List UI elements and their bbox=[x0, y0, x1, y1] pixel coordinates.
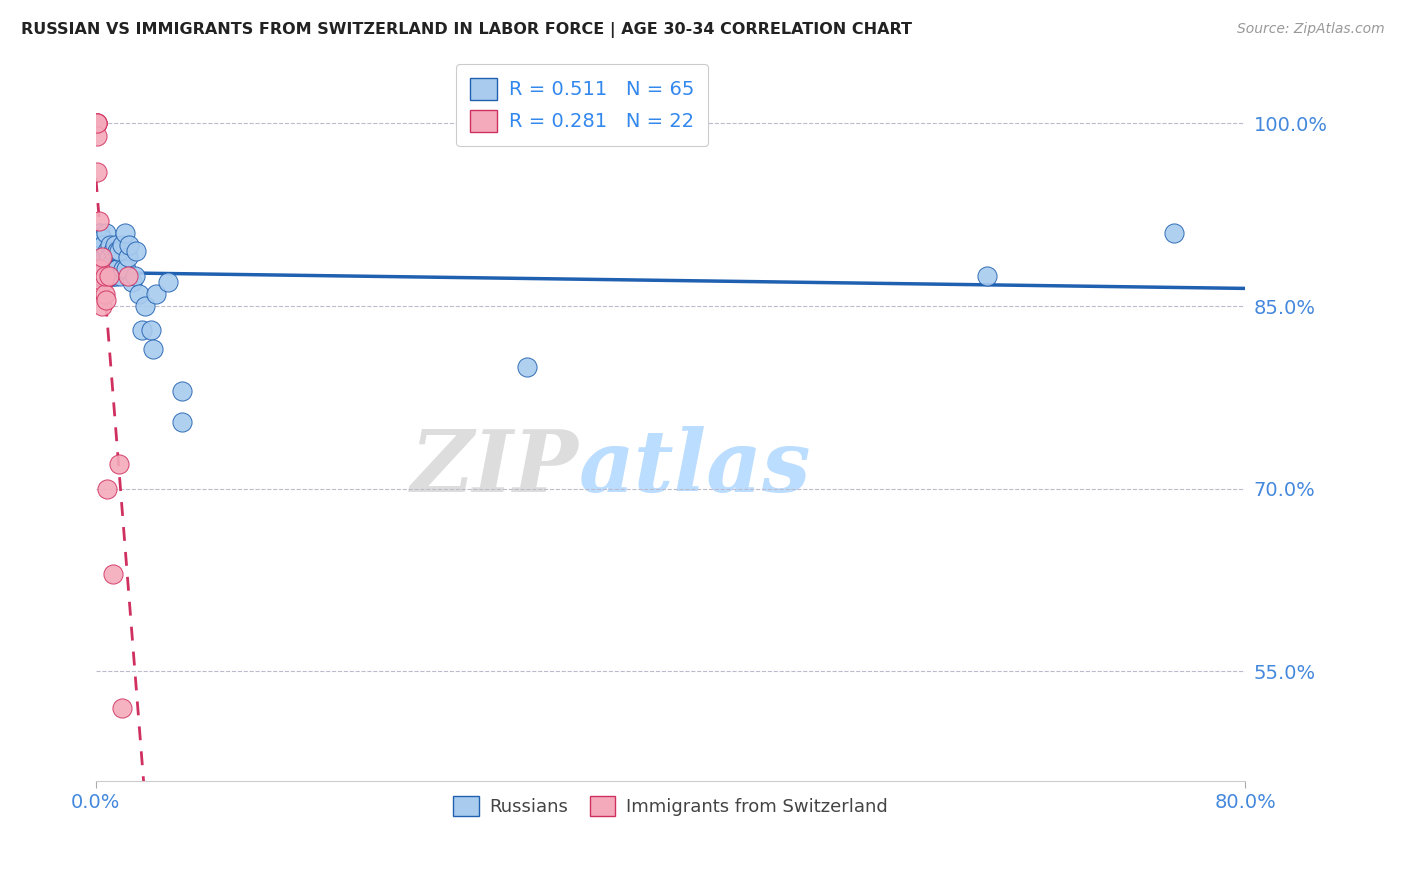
Point bbox=[1163, 226, 1185, 240]
Point bbox=[114, 226, 136, 240]
Point bbox=[94, 293, 117, 307]
Point bbox=[97, 268, 120, 283]
Point bbox=[90, 250, 112, 264]
Point bbox=[91, 262, 114, 277]
Text: RUSSIAN VS IMMIGRANTS FROM SWITZERLAND IN LABOR FORCE | AGE 30-34 CORRELATION CH: RUSSIAN VS IMMIGRANTS FROM SWITZERLAND I… bbox=[21, 22, 912, 38]
Point bbox=[101, 268, 124, 283]
Point bbox=[145, 286, 167, 301]
Point bbox=[124, 268, 146, 283]
Text: ZIP: ZIP bbox=[411, 425, 579, 509]
Point bbox=[98, 238, 121, 252]
Point bbox=[131, 323, 153, 337]
Point bbox=[89, 268, 111, 283]
Point bbox=[91, 256, 114, 270]
Point bbox=[172, 384, 194, 399]
Point bbox=[96, 268, 118, 283]
Point bbox=[115, 262, 138, 277]
Point bbox=[89, 268, 111, 283]
Point bbox=[90, 256, 112, 270]
Point bbox=[89, 262, 111, 277]
Point bbox=[156, 275, 179, 289]
Point bbox=[93, 250, 115, 264]
Point bbox=[90, 299, 112, 313]
Point bbox=[91, 275, 114, 289]
Point bbox=[172, 415, 194, 429]
Point bbox=[86, 116, 108, 130]
Point bbox=[90, 268, 112, 283]
Point bbox=[93, 268, 115, 283]
Point bbox=[118, 238, 141, 252]
Point bbox=[94, 226, 117, 240]
Point bbox=[90, 250, 112, 264]
Point bbox=[98, 262, 121, 277]
Point bbox=[107, 244, 129, 259]
Point bbox=[94, 256, 117, 270]
Point bbox=[89, 262, 111, 277]
Point bbox=[117, 250, 139, 264]
Legend: Russians, Immigrants from Switzerland: Russians, Immigrants from Switzerland bbox=[444, 787, 897, 825]
Point bbox=[86, 128, 108, 143]
Point bbox=[90, 232, 112, 246]
Text: atlas: atlas bbox=[579, 425, 811, 509]
Point bbox=[97, 262, 120, 277]
Point bbox=[107, 262, 129, 277]
Point bbox=[110, 268, 132, 283]
Point bbox=[516, 359, 538, 374]
Point bbox=[101, 566, 124, 581]
Point bbox=[139, 323, 162, 337]
Text: Source: ZipAtlas.com: Source: ZipAtlas.com bbox=[1237, 22, 1385, 37]
Point bbox=[98, 268, 121, 283]
Point bbox=[89, 238, 111, 252]
Point bbox=[101, 244, 124, 259]
Point bbox=[93, 268, 115, 283]
Point bbox=[86, 116, 108, 130]
Point bbox=[96, 482, 118, 496]
Point bbox=[117, 268, 139, 283]
Point bbox=[125, 244, 148, 259]
Point bbox=[976, 268, 998, 283]
Point bbox=[89, 226, 111, 240]
Point bbox=[134, 299, 156, 313]
Point bbox=[86, 116, 108, 130]
Point bbox=[104, 238, 127, 252]
Point bbox=[100, 256, 122, 270]
Point bbox=[128, 286, 150, 301]
Point bbox=[97, 250, 120, 264]
Point bbox=[121, 275, 143, 289]
Point bbox=[111, 701, 134, 715]
Point bbox=[112, 262, 135, 277]
Point bbox=[100, 268, 122, 283]
Point bbox=[96, 262, 118, 277]
Point bbox=[87, 262, 110, 277]
Point bbox=[86, 116, 108, 130]
Point bbox=[93, 262, 115, 277]
Point bbox=[91, 268, 114, 283]
Point bbox=[86, 165, 108, 179]
Point bbox=[87, 213, 110, 227]
Point bbox=[97, 268, 120, 283]
Point bbox=[87, 226, 110, 240]
Point bbox=[94, 262, 117, 277]
Point bbox=[105, 262, 128, 277]
Point bbox=[111, 238, 134, 252]
Point bbox=[108, 458, 131, 472]
Point bbox=[105, 268, 128, 283]
Point bbox=[91, 238, 114, 252]
Point bbox=[87, 262, 110, 277]
Point bbox=[104, 262, 127, 277]
Point bbox=[90, 262, 112, 277]
Point bbox=[93, 286, 115, 301]
Point bbox=[94, 268, 117, 283]
Point bbox=[108, 244, 131, 259]
Point bbox=[142, 342, 165, 356]
Point bbox=[96, 244, 118, 259]
Point bbox=[86, 268, 108, 283]
